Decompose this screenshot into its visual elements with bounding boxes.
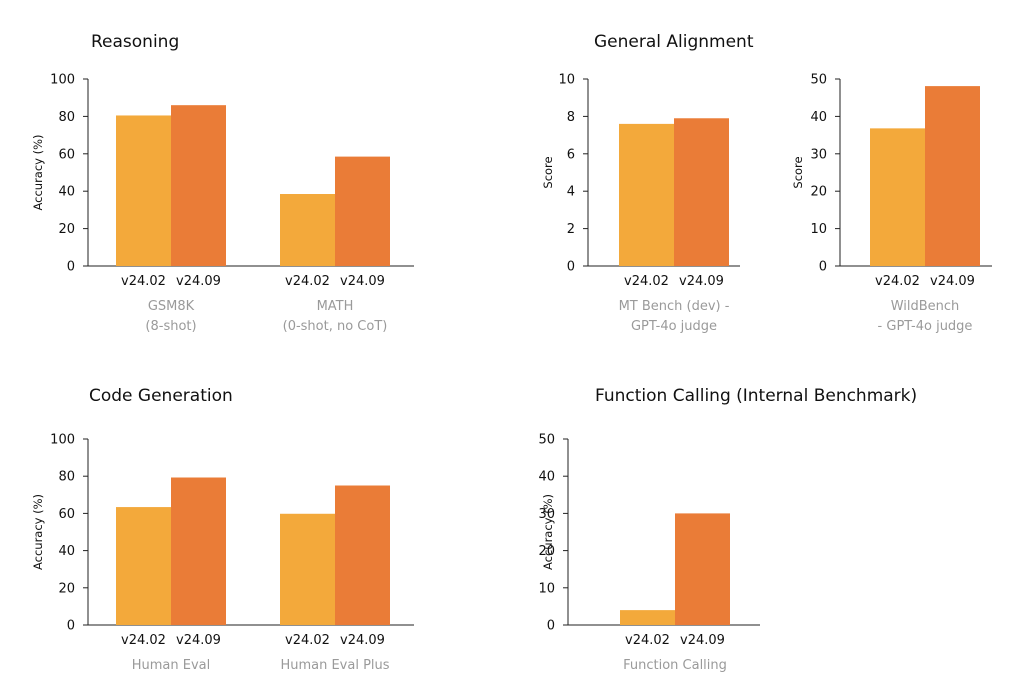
section-title-general-alignment: General Alignment [594, 32, 754, 52]
series-tick-label: v24.02 [285, 633, 330, 648]
bar-v24-02 [620, 610, 675, 625]
y-tick-label: 0 [67, 619, 75, 634]
section-title-code-generation: Code Generation [89, 386, 233, 406]
y-tick-label: 6 [567, 147, 575, 162]
bar-v24-09 [674, 118, 729, 267]
y-tick-label: 20 [810, 185, 827, 200]
y-tick-label: 100 [50, 73, 75, 88]
y-tick-label: 50 [538, 433, 555, 448]
y-axis-label: Score [541, 156, 555, 188]
bar-v24-09 [171, 105, 226, 267]
series-tick-label: v24.09 [340, 633, 385, 648]
y-tick-label: 50 [810, 73, 827, 88]
bar-v24-02 [280, 194, 335, 266]
bar-v24-02 [619, 123, 674, 266]
y-axis-label: Accuracy (%) [31, 494, 45, 570]
category-label: WildBench [891, 299, 960, 314]
y-axis-label: Accuracy (%) [31, 134, 45, 210]
y-tick-label: 30 [538, 507, 555, 522]
series-tick-label: v24.09 [176, 633, 221, 648]
series-tick-label: v24.09 [680, 633, 725, 648]
bar-v24-02 [280, 513, 335, 625]
series-tick-label: v24.09 [340, 274, 385, 289]
series-tick-label: v24.02 [285, 274, 330, 289]
bar-v24-09 [675, 513, 730, 625]
bar-v24-02 [870, 128, 925, 266]
y-tick-label: 0 [67, 260, 75, 275]
category-label: (8-shot) [145, 319, 196, 334]
series-tick-label: v24.02 [875, 274, 920, 289]
category-label: GSM8K [148, 299, 195, 314]
y-tick-label: 10 [538, 581, 555, 596]
section-title-reasoning: Reasoning [91, 32, 179, 52]
series-tick-label: v24.02 [121, 274, 166, 289]
bar-v24-09 [335, 485, 390, 625]
y-tick-label: 0 [567, 260, 575, 275]
y-tick-label: 60 [58, 147, 75, 162]
y-axis-label: Score [791, 156, 805, 188]
y-tick-label: 10 [810, 222, 827, 237]
y-tick-label: 60 [58, 507, 75, 522]
y-tick-label: 100 [50, 433, 75, 448]
bar-v24-02 [116, 115, 171, 266]
y-tick-label: 0 [547, 619, 555, 634]
y-tick-label: 80 [58, 110, 75, 125]
category-label: - GPT-4o judge [878, 319, 973, 334]
category-label: (0-shot, no CoT) [283, 319, 388, 334]
category-label: GPT-4o judge [631, 319, 717, 334]
series-tick-label: v24.09 [176, 274, 221, 289]
category-label: MATH [317, 299, 354, 314]
y-axis-label: Accuracy (%) [541, 494, 555, 570]
series-tick-label: v24.02 [624, 274, 669, 289]
category-label: Human Eval Plus [280, 658, 389, 673]
bar-v24-09 [925, 86, 980, 266]
series-tick-label: v24.09 [930, 274, 975, 289]
y-tick-label: 20 [58, 222, 75, 237]
y-tick-label: 2 [567, 222, 575, 237]
bar-v24-02 [116, 507, 171, 625]
y-tick-label: 40 [538, 470, 555, 485]
y-tick-label: 30 [810, 147, 827, 162]
series-tick-label: v24.02 [121, 633, 166, 648]
section-title-function-calling: Function Calling (Internal Benchmark) [595, 386, 917, 406]
category-label: Human Eval [132, 658, 211, 673]
y-tick-label: 40 [58, 185, 75, 200]
y-tick-label: 40 [810, 110, 827, 125]
y-tick-label: 8 [567, 110, 575, 125]
series-tick-label: v24.09 [679, 274, 724, 289]
y-tick-label: 40 [58, 544, 75, 559]
series-tick-label: v24.02 [625, 633, 670, 648]
y-tick-label: 0 [819, 260, 827, 275]
y-tick-label: 10 [558, 73, 575, 88]
y-tick-label: 4 [567, 185, 575, 200]
bar-v24-09 [335, 156, 390, 266]
y-tick-label: 20 [58, 581, 75, 596]
category-label: Function Calling [623, 658, 727, 673]
category-label: MT Bench (dev) - [619, 299, 730, 314]
bar-v24-09 [171, 477, 226, 625]
y-tick-label: 20 [538, 544, 555, 559]
y-tick-label: 80 [58, 470, 75, 485]
